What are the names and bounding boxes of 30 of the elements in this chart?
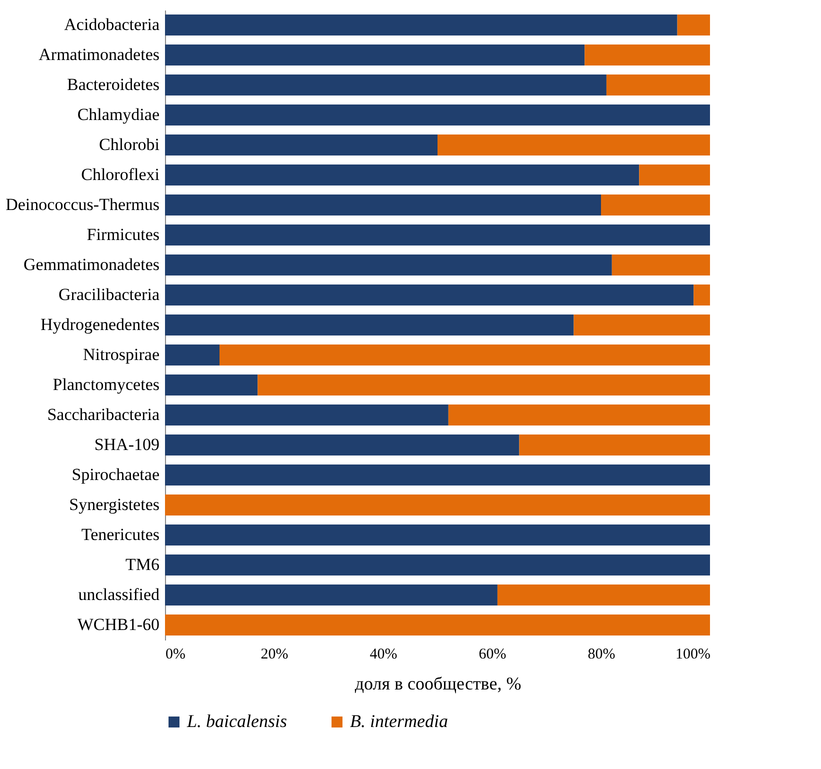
y-tick-label: Bacteroidetes bbox=[66, 75, 160, 94]
legend-label: B. intermedia bbox=[350, 711, 448, 731]
y-tick-label: Chlorobi bbox=[99, 135, 160, 154]
x-axis-title: доля в сообществе, % bbox=[354, 674, 522, 694]
y-tick-label: Chloroflexi bbox=[81, 165, 160, 184]
x-tick-label: 100% bbox=[676, 646, 710, 662]
y-tick-label: Chlamydiae bbox=[77, 105, 160, 124]
y-tick-label: Planctomycetes bbox=[52, 375, 160, 394]
x-tick-label: 20% bbox=[260, 646, 288, 662]
x-tick-label: 60% bbox=[478, 646, 506, 662]
y-tick-label: Hydrogenedentes bbox=[40, 315, 160, 334]
x-tick-label: 0% bbox=[166, 646, 186, 662]
y-tick-label: SHA-109 bbox=[94, 435, 160, 454]
y-tick-label: Armatimonadetes bbox=[38, 45, 160, 64]
y-tick-label: Tenericutes bbox=[81, 525, 160, 544]
y-tick-label: Spirochaetae bbox=[72, 465, 160, 484]
y-tick-label: Gracilibacteria bbox=[58, 285, 160, 304]
y-tick-label: Synergistetes bbox=[69, 495, 160, 514]
y-tick-label: unclassified bbox=[78, 585, 160, 604]
legend-label: L. baicalensis bbox=[186, 711, 288, 731]
y-tick-label: Saccharibacteria bbox=[47, 405, 160, 424]
y-tick-label: WCHB1-60 bbox=[77, 615, 160, 634]
y-tick-label: TM6 bbox=[126, 555, 160, 574]
y-tick-label: Nitrospirae bbox=[83, 345, 160, 364]
x-tick-label: 80% bbox=[588, 646, 616, 662]
y-tick-label: Firmicutes bbox=[86, 225, 160, 244]
y-tick-label: Acidobacteria bbox=[64, 15, 160, 34]
y-tick-label: Deinococcus-Thermus bbox=[6, 195, 160, 214]
x-tick-label: 40% bbox=[370, 646, 398, 662]
y-tick-label: Gemmatimonadetes bbox=[24, 255, 160, 274]
